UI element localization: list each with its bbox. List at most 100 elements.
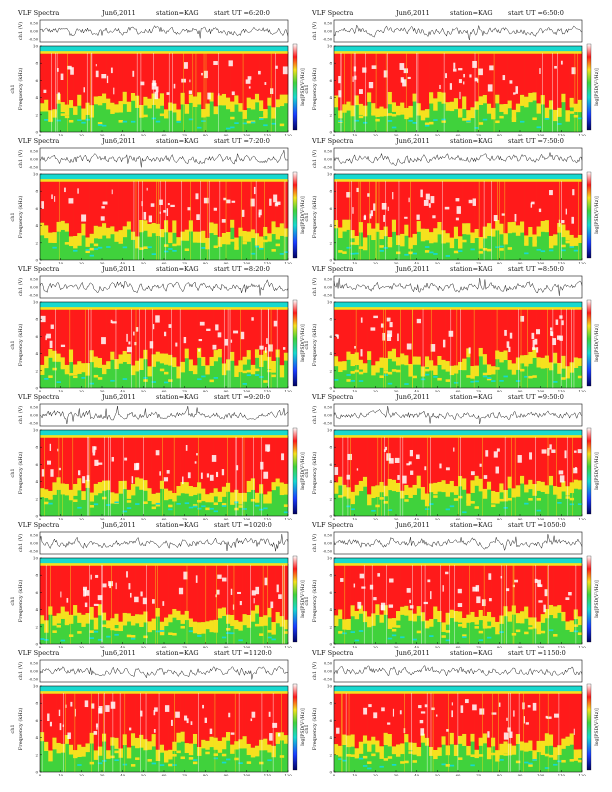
spectrogram-cell bbox=[44, 119, 49, 121]
spectrogram-cell bbox=[453, 226, 459, 239]
x-tick-label: 10 bbox=[352, 517, 357, 520]
spectrogram-cell bbox=[433, 606, 438, 620]
spectrogram-cell bbox=[404, 485, 409, 496]
spectrogram-cell bbox=[250, 52, 256, 100]
spectrogram-cell bbox=[226, 199, 231, 204]
spectrogram-cell bbox=[404, 605, 409, 616]
spectrogram-cell bbox=[404, 692, 405, 772]
spectrogram-cell bbox=[367, 767, 372, 770]
spectrogram-cell bbox=[226, 231, 231, 245]
spectrogram-cell bbox=[566, 436, 568, 516]
spectrogram-cell bbox=[85, 237, 90, 247]
spectrogram-cell bbox=[52, 110, 57, 114]
spectrogram-cell bbox=[507, 247, 513, 250]
spectrogram-cell bbox=[89, 637, 95, 639]
spectrogram-cell bbox=[449, 764, 455, 767]
spectrogram-cell bbox=[361, 586, 366, 589]
spectrogram-cell bbox=[273, 320, 278, 327]
spectrogram-cell bbox=[466, 375, 471, 378]
spectrogram-cell bbox=[334, 615, 339, 627]
spectrogram-cell bbox=[147, 308, 152, 367]
spectrogram-cell bbox=[85, 308, 86, 388]
y-tick-label: 4 bbox=[35, 607, 38, 612]
spectrogram-cell bbox=[81, 308, 86, 364]
spectrogram-cell bbox=[40, 638, 45, 640]
spectrogram-cell bbox=[188, 485, 194, 497]
spectrogram-cell bbox=[573, 692, 579, 750]
x-tick-label: 50 bbox=[435, 133, 440, 136]
spectrogram-cell bbox=[491, 180, 496, 229]
spectrogram-cell bbox=[283, 692, 289, 736]
spectrogram-cell bbox=[52, 436, 57, 483]
spectrogram-cell bbox=[263, 52, 268, 110]
spectrogram-cell bbox=[404, 308, 409, 356]
spectrogram-cell bbox=[495, 750, 500, 762]
y-tick-label: 2 bbox=[35, 112, 38, 117]
spectrogram-cell bbox=[391, 113, 397, 117]
spectrogram-cell bbox=[408, 119, 413, 122]
spectrogram-cell bbox=[271, 221, 276, 235]
spectrogram-cell bbox=[342, 692, 347, 735]
spectrogram-cell bbox=[569, 436, 575, 483]
spectrogram-cell bbox=[126, 489, 132, 499]
spectrogram-cell bbox=[147, 564, 152, 622]
spectrogram-cell bbox=[271, 107, 276, 119]
spectrogram-cell bbox=[242, 308, 247, 357]
spectrogram-cell bbox=[458, 611, 463, 623]
spectrogram-cell bbox=[250, 229, 256, 239]
spectrogram-cell bbox=[184, 482, 190, 494]
x-tick-label: 100 bbox=[537, 133, 545, 136]
spectrogram-cell bbox=[561, 320, 564, 326]
spectrogram-cell bbox=[520, 692, 525, 742]
spectrogram-cell bbox=[254, 499, 260, 503]
spectrogram-cell bbox=[201, 739, 206, 749]
spectrogram-cell bbox=[424, 564, 426, 644]
spectrogram-cell bbox=[386, 564, 387, 644]
spectrogram-cell bbox=[560, 308, 562, 388]
x-tick-label: 60 bbox=[162, 133, 167, 136]
x-tick-label: 40 bbox=[120, 645, 125, 648]
spectrogram-cell bbox=[267, 564, 272, 608]
spectrogram-cell bbox=[495, 350, 500, 360]
channel-label: ch1 bbox=[304, 84, 310, 93]
spectrogram-cell bbox=[151, 436, 157, 494]
spectrogram-cell bbox=[367, 308, 372, 352]
spectrogram-cell bbox=[375, 52, 380, 109]
chart-title: VLF Spectra bbox=[312, 649, 354, 657]
spectrogram-cell bbox=[192, 759, 198, 761]
spectrogram-cell bbox=[334, 379, 339, 381]
spectrogram-cell bbox=[130, 692, 136, 734]
x-tick-label: 110 bbox=[558, 517, 566, 520]
spectrogram-cell bbox=[561, 355, 566, 369]
spectrogram-cell bbox=[130, 93, 136, 101]
spectrogram-cell bbox=[262, 564, 264, 644]
spectrogram-cell bbox=[205, 103, 210, 115]
spectrogram-cell bbox=[507, 360, 513, 370]
spectrogram-cell bbox=[217, 740, 223, 753]
spectrogram-cell bbox=[350, 436, 352, 516]
spectrogram-cell bbox=[532, 347, 537, 358]
x-tick-label: 110 bbox=[558, 773, 566, 776]
spectrogram-cell bbox=[458, 757, 463, 760]
waveform-tick-label: 0.50 bbox=[324, 534, 333, 538]
spectrogram-cell bbox=[102, 612, 107, 621]
x-tick-label: 10 bbox=[58, 645, 63, 648]
spectrogram-cell bbox=[441, 92, 446, 104]
spectrogram-cell bbox=[412, 52, 417, 94]
spectrogram-cell bbox=[102, 223, 107, 236]
spectrogram-cell bbox=[441, 308, 446, 360]
x-tick-label: 60 bbox=[162, 517, 167, 520]
spectrogram-cell bbox=[565, 308, 570, 367]
spectrogram-cell bbox=[478, 251, 484, 254]
channel-label: ch1 bbox=[10, 84, 16, 93]
spectrogram-cell bbox=[565, 692, 570, 737]
spectrogram-cell bbox=[466, 745, 471, 756]
x-tick-label: 20 bbox=[79, 261, 84, 264]
spectrogram-cell bbox=[367, 193, 370, 197]
x-tick-label: 20 bbox=[79, 389, 84, 392]
spectrogram-cell bbox=[106, 180, 111, 228]
spectrogram-cell bbox=[264, 577, 268, 586]
spectrogram-cell bbox=[553, 634, 558, 637]
spectrogram-cell bbox=[175, 711, 180, 718]
